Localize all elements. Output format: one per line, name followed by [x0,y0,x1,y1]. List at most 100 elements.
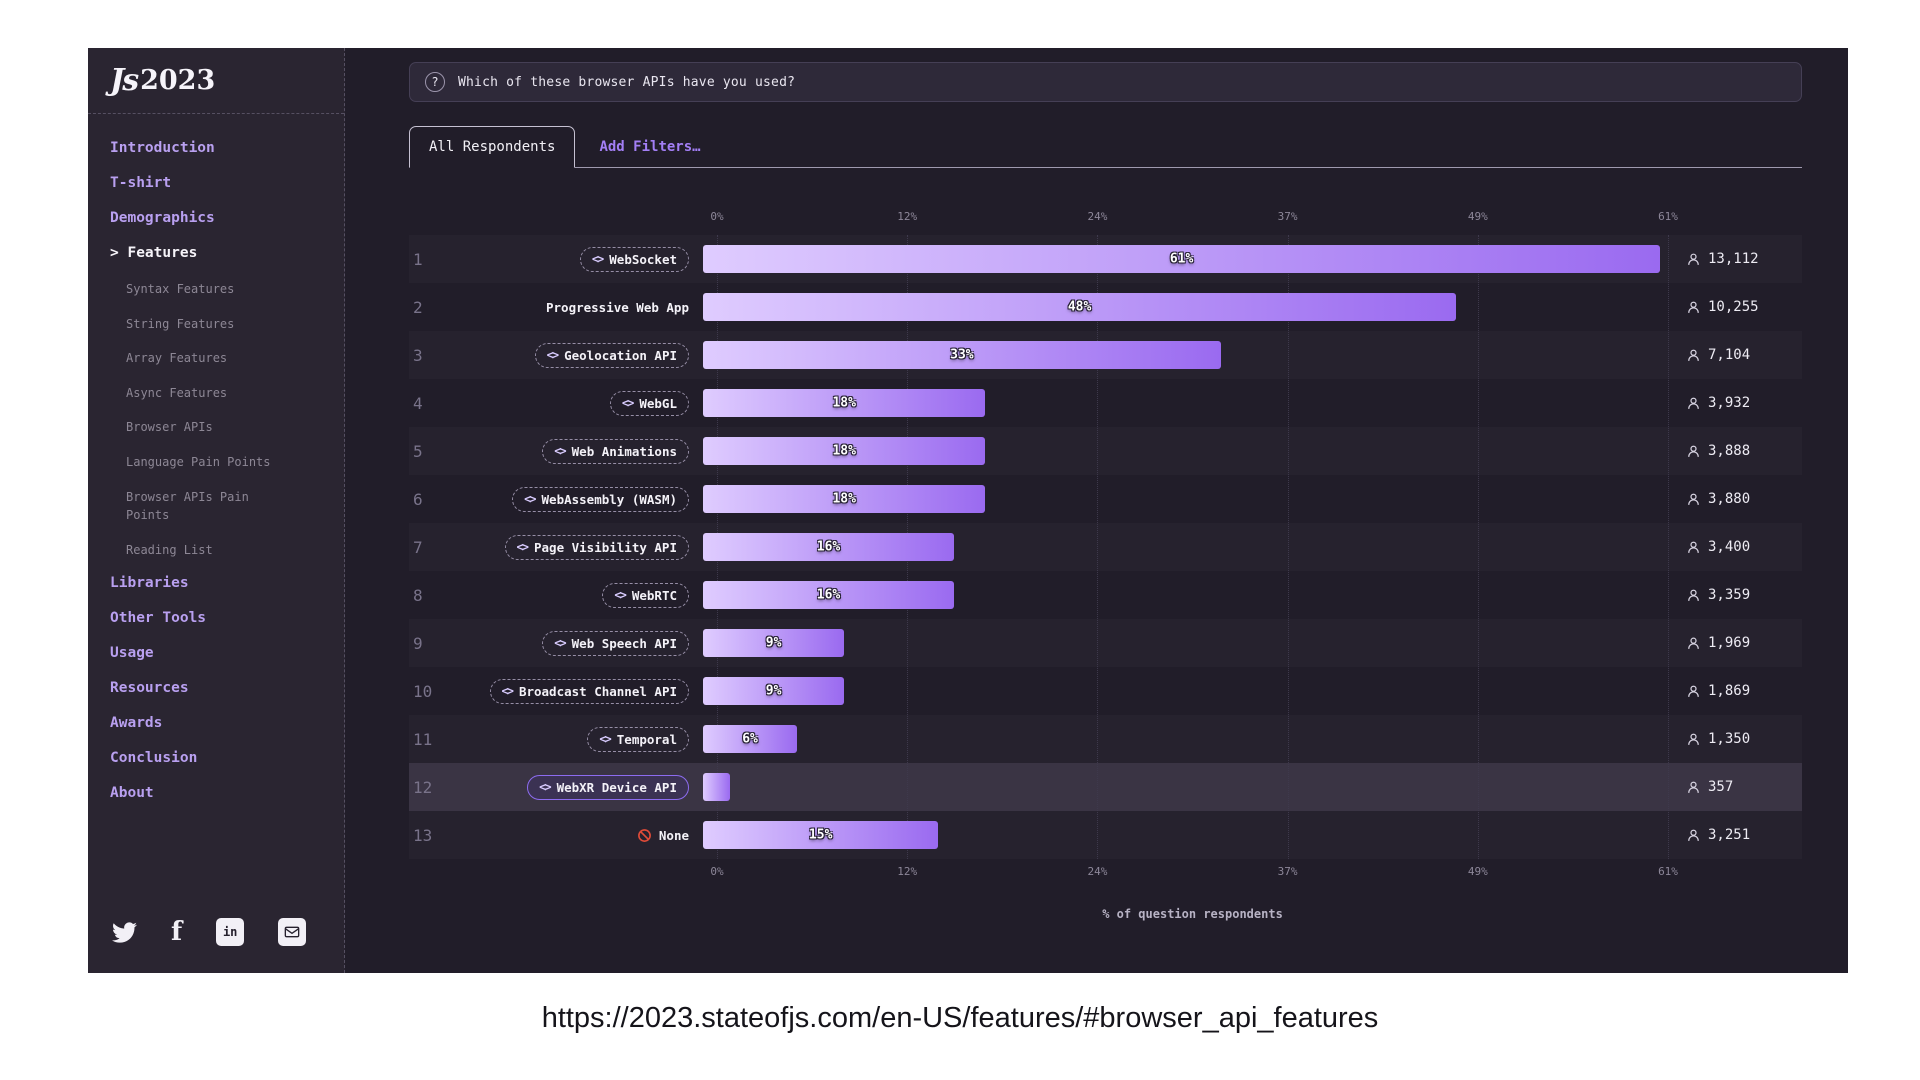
row-label-cell: None [453,828,703,843]
sidebar-item-browser-apis-pain-points[interactable]: Browser APIs Pain Points [126,489,249,523]
sidebar-item-libraries[interactable]: Libraries [110,575,189,592]
item-label-pill[interactable]: <> WebGL [609,390,689,416]
item-label-pill[interactable]: <> WebRTC [602,582,689,608]
chart-row-webxr-device-api[interactable]: 12 <> WebXR Device API 357 [409,763,1802,811]
bar-percentage-label: 16% [816,587,841,603]
axis-tick: 49% [1467,865,1488,878]
person-icon [1686,780,1701,795]
result-bar[interactable]: 18% [703,389,986,417]
item-label-pill[interactable]: <> Temporal [587,726,689,752]
result-bar[interactable] [703,773,730,801]
item-label-pill[interactable]: <> Page Visibility API [504,534,689,560]
result-bar[interactable]: 16% [703,533,955,561]
chart-row-web-animations[interactable]: 5 <> Web Animations 18% 3,888 [409,427,1802,475]
axis-tick: 49% [1467,210,1488,223]
result-bar[interactable]: 18% [703,485,986,513]
result-bar[interactable]: 9% [703,677,845,705]
chart-row-webgl[interactable]: 4 <> WebGL 18% 3,932 [409,379,1802,427]
respondent-count-cell: 1,869 [1668,683,1802,699]
result-bar[interactable]: 16% [703,581,955,609]
sidebar-item-awards[interactable]: Awards [110,715,163,732]
result-bar[interactable]: 15% [703,821,939,849]
sidebar-item-demographics[interactable]: Demographics [110,210,215,226]
sidebar-item-usage[interactable]: Usage [110,645,154,662]
sidebar-item-resources[interactable]: Resources [110,680,189,697]
result-bar[interactable]: 61% [703,245,1661,273]
sidebar-item-string-features[interactable]: String Features [126,316,235,331]
url-caption: https://2023.stateofjs.com/en-US/feature… [541,1002,1379,1034]
respondent-count-cell: 3,888 [1668,443,1802,459]
gridline [1287,235,1289,859]
item-label-pill[interactable]: <> Web Animations [542,438,689,464]
sidebar-item-conclusion[interactable]: Conclusion [110,750,198,767]
chart-row-websocket[interactable]: 1 <> WebSocket 61% 13,112 [409,235,1802,283]
result-bar[interactable]: 33% [703,341,1221,369]
sidebar-item-other-tools[interactable]: Other Tools [110,610,207,627]
sidebar-item-about[interactable]: About [110,785,154,802]
item-label-none[interactable]: None [637,828,689,843]
bar-track: 9% [703,619,1668,667]
item-label-pill[interactable]: <> WebAssembly (WASM) [512,486,689,512]
axis-tick: 0% [710,865,724,878]
result-bar[interactable]: 48% [703,293,1457,321]
person-icon [1686,684,1701,699]
social-link-twitter[interactable] [112,920,137,945]
sidebar-nav: Introduction T-shirt Demographics > Feature… [88,114,344,917]
social-link-facebook[interactable]: f [171,917,182,947]
sidebar-item-browser-apis[interactable]: Browser APIs [126,420,213,435]
code-icon: <> [524,492,537,506]
bar-percentage-label: 9% [765,683,782,699]
sidebar-item-t-shirt[interactable]: T-shirt [110,175,172,191]
item-label-pill[interactable]: <> Broadcast Channel API [489,678,689,704]
add-filters-button[interactable]: Add Filters… [599,139,701,155]
result-bar[interactable]: 9% [703,629,845,657]
item-label-pill[interactable]: <> Web Speech API [542,630,689,656]
logo[interactable]: Js 2023 [88,48,344,114]
respondent-count: 357 [1708,779,1734,795]
result-bar[interactable]: 18% [703,437,986,465]
row-rank: 8 [413,585,423,605]
social-links: f in [88,917,344,947]
item-label-pill[interactable]: <> WebSocket [579,246,689,272]
item-label: Broadcast Channel API [518,683,677,699]
sidebar-item-features[interactable]: > Features [110,245,198,261]
axis-tick: 0% [710,210,724,223]
item-label: WebAssembly (WASM) [541,491,677,507]
row-label-cell: <> WebSocket [453,246,703,272]
item-label[interactable]: Progressive Web App [546,299,689,315]
sidebar-item-introduction[interactable]: Introduction [110,140,215,156]
row-rank: 11 [413,729,433,749]
social-link-linkedin[interactable]: in [216,918,245,946]
item-label-pill[interactable]: <> WebXR Device API [527,774,689,800]
item-label: None [658,827,689,843]
respondent-count-cell: 7,104 [1668,347,1802,363]
sidebar-item-reading-list[interactable]: Reading List [126,542,213,557]
item-label: Page Visibility API [534,539,677,555]
sidebar-item-syntax-features[interactable]: Syntax Features [126,282,235,296]
chart-row-progressive-web-app[interactable]: 2 Progressive Web App 48% 10,255 [409,283,1802,331]
sidebar-item-array-features[interactable]: Array Features [126,351,228,366]
chart-row-webassembly-wasm[interactable]: 6 <> WebAssembly (WASM) 18% 3,880 [409,475,1802,523]
item-label-pill[interactable]: <> Geolocation API [534,342,689,368]
sidebar-item-language-pain-points[interactable]: Language Pain Points [126,454,271,469]
person-icon [1686,300,1701,315]
respondent-count: 3,888 [1708,443,1751,459]
x-axis-bottom-ticks: 0% 12% 24% 37% 49% 61% [710,865,1678,881]
row-rank: 9 [413,633,423,653]
person-icon [1686,396,1701,411]
result-bar[interactable]: 6% [703,725,798,753]
row-rank: 7 [413,537,423,557]
chart-row-webrtc[interactable]: 8 <> WebRTC 16% 3,359 [409,571,1802,619]
chart-row-none[interactable]: 13 None 15% 3,251 [409,811,1802,859]
gridline [1097,235,1099,859]
sidebar-item-async-features[interactable]: Async Features [126,385,228,400]
social-link-email[interactable] [278,918,307,946]
chart-row-web-speech-api[interactable]: 9 <> Web Speech API 9% 1,969 [409,619,1802,667]
chart-row-page-visibility-api[interactable]: 7 <> Page Visibility API 16% 3,400 [409,523,1802,571]
bar-track [703,763,1668,811]
chart-row-broadcast-channel-api[interactable]: 10 <> Broadcast Channel API 9% 1,869 [409,667,1802,715]
tab-all-respondents[interactable]: All Respondents [409,126,576,168]
chart-row-geolocation-api[interactable]: 3 <> Geolocation API 33% 7,104 [409,331,1802,379]
chart-row-temporal[interactable]: 11 <> Temporal 6% 1,350 [409,715,1802,763]
row-rank: 10 [413,681,433,701]
